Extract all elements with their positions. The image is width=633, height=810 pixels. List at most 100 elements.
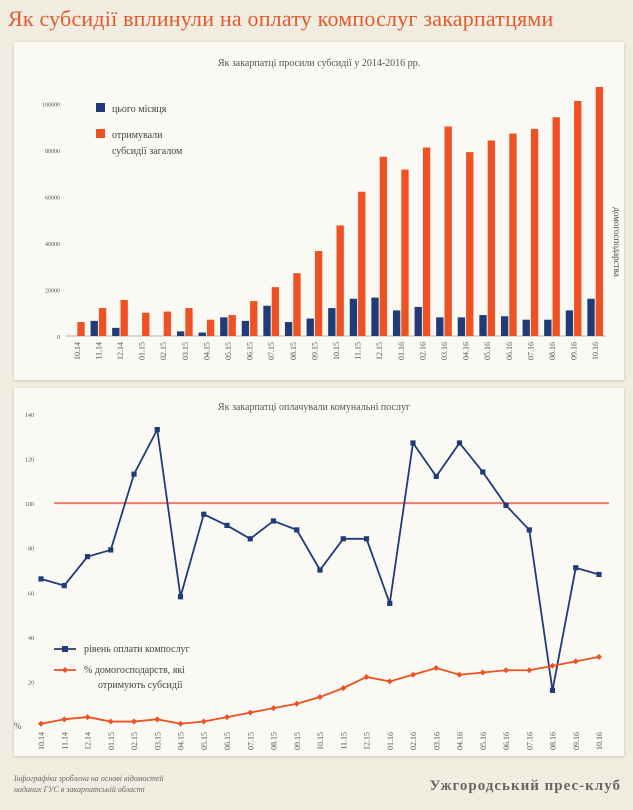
y-tick-label: 60 [28, 591, 34, 597]
payment-level-point [84, 554, 91, 560]
payment-level-point [503, 502, 509, 508]
bar-monthly [284, 322, 293, 336]
x-tick-label: 11.15 [339, 732, 348, 750]
subsidy-share-point [479, 669, 486, 676]
x-tick-label: 09.16 [572, 732, 581, 750]
x-tick-label: 08.16 [549, 732, 558, 750]
subsidy-share-point [224, 714, 230, 721]
x-tick-label: 11.14 [94, 342, 103, 360]
payment-level-point [270, 518, 277, 524]
payment-level-point [131, 471, 137, 477]
payment-level-point [456, 440, 463, 446]
subsidy-share-point [596, 653, 602, 660]
x-tick-label: 07.16 [526, 342, 535, 360]
y-tick-label: 0 [57, 335, 60, 341]
x-tick-label: 02.16 [409, 732, 418, 750]
x-tick-label: 01.15 [107, 732, 116, 750]
x-tick-label: 10.16 [591, 342, 600, 360]
payment-level-point [294, 527, 300, 533]
legend-label-total-line2: субсидії загалом [112, 146, 183, 157]
x-tick-label: 08.16 [548, 342, 557, 360]
legend-marker-subsidy [62, 667, 68, 673]
y-axis-unit-label: % [14, 721, 22, 731]
bar-total [185, 308, 193, 336]
subsidy-share-point [317, 694, 323, 701]
subsidy-share-point [340, 685, 347, 692]
x-tick-label: 10.16 [595, 732, 604, 750]
bar-total [142, 312, 150, 336]
subsidy-share-point [549, 662, 556, 669]
bar-monthly [90, 320, 98, 336]
subsidy-share-point [386, 678, 393, 685]
x-tick-label: 10.15 [316, 732, 325, 750]
subsidy-share-point [177, 720, 184, 727]
x-tick-label: 05.16 [483, 342, 492, 360]
x-tick-label: 09.15 [310, 342, 319, 360]
footnote-line-2: наданих ГУС в закарпатській області [14, 785, 145, 794]
bar-total [163, 311, 172, 336]
bar-total [422, 147, 431, 336]
x-tick-label: 10.14 [37, 732, 46, 750]
bar-total [401, 169, 409, 336]
bar-monthly [371, 297, 379, 336]
y-tick-label: 20000 [45, 288, 60, 294]
bar-total [530, 128, 539, 336]
x-tick-label: 03.15 [153, 732, 162, 750]
payment-level-point [387, 600, 393, 607]
bar-monthly [457, 317, 466, 336]
x-tick-label: 09.16 [570, 342, 579, 360]
x-tick-label: 03.16 [440, 342, 449, 360]
x-tick-label: 09.15 [293, 732, 302, 750]
bar-monthly [436, 317, 444, 336]
publisher-name: Ужгородський прес-клуб [429, 778, 621, 794]
y-tick-label: 60000 [45, 195, 60, 201]
x-tick-label: 10.15 [332, 342, 341, 360]
x-tick-label: 04.15 [177, 732, 186, 750]
y-tick-label: 100000 [42, 102, 60, 108]
bar-monthly [306, 318, 314, 336]
bar-monthly [414, 306, 422, 336]
bar-monthly [112, 327, 120, 336]
subsidy-share-point [38, 720, 44, 727]
x-tick-label: 08.15 [270, 732, 279, 750]
bar-total [466, 152, 474, 336]
bar-total [271, 287, 280, 336]
bar-monthly [544, 319, 552, 336]
x-tick-label: 12.14 [116, 342, 125, 360]
payment-level-point [247, 536, 253, 542]
payment-level-point [317, 567, 323, 573]
legend-swatch-total [96, 129, 105, 138]
x-tick-label: 06.15 [223, 732, 232, 750]
legend-label-payment: рівень оплати компослуг [84, 644, 190, 655]
y-tick-label: 100 [25, 502, 34, 508]
y-tick-label: 20 [28, 680, 34, 686]
x-tick-label: 07.15 [246, 732, 255, 750]
bar-total [77, 322, 85, 336]
legend-label-monthly: цього місяця [112, 104, 167, 115]
subsidy-bar-chart: Як закарпатці просили субсидії у 2014-20… [42, 58, 622, 360]
subsidy-share-point [456, 671, 463, 678]
x-tick-label: 11.14 [60, 732, 69, 750]
bar-monthly [349, 298, 358, 336]
bar-total [314, 251, 323, 336]
bar-total [250, 301, 258, 336]
subsidy-share-point [84, 714, 91, 721]
y-tick-label: 140 [25, 413, 34, 419]
subsidy-share-point [270, 705, 277, 712]
payment-level-point [340, 536, 346, 542]
bar-monthly [328, 308, 336, 336]
chart-title: Як закарпатці просили субсидії у 2014-20… [218, 58, 420, 69]
bar-monthly [198, 332, 206, 336]
subsidy-share-point [503, 667, 509, 674]
payment-level-point [177, 594, 184, 600]
payment-level-point [573, 565, 579, 571]
payment-line-chart: Як закарпатці оплачували комунальні посл… [14, 402, 609, 750]
bar-total [293, 273, 301, 336]
bar-monthly [522, 319, 530, 336]
payment-level-point [224, 522, 230, 529]
x-tick-label: 12.15 [363, 732, 372, 750]
legend-label-total-line1: отримували [112, 130, 163, 141]
bar-total [336, 225, 344, 336]
bar-total [120, 299, 128, 336]
x-tick-label: 06.16 [502, 732, 511, 750]
